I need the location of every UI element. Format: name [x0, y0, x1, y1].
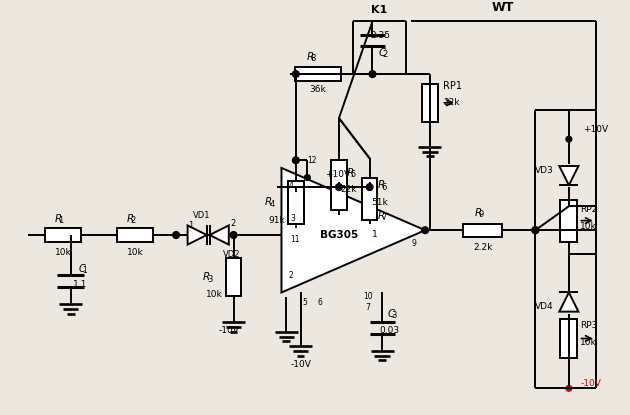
Text: 5: 5: [350, 170, 356, 179]
Text: +10V: +10V: [583, 125, 609, 134]
Text: R: R: [475, 208, 482, 218]
Text: 6: 6: [318, 298, 322, 307]
Circle shape: [292, 157, 299, 164]
Circle shape: [369, 71, 376, 78]
Text: 36k: 36k: [309, 85, 326, 94]
Text: R: R: [346, 168, 354, 178]
Text: 9: 9: [479, 210, 484, 220]
Bar: [45, 228, 81, 242]
Text: 2: 2: [230, 219, 235, 228]
Text: R: R: [306, 52, 314, 62]
Text: 6: 6: [381, 183, 387, 192]
Bar: [560, 319, 578, 358]
Text: 3: 3: [290, 214, 295, 223]
Text: 9: 9: [411, 239, 416, 248]
Text: 10k: 10k: [206, 290, 223, 299]
Circle shape: [173, 232, 180, 238]
Circle shape: [366, 184, 373, 190]
Polygon shape: [559, 293, 578, 312]
Bar: [464, 224, 502, 237]
Text: 3: 3: [207, 275, 212, 283]
Circle shape: [566, 137, 572, 142]
Text: 1: 1: [188, 221, 193, 230]
Text: 8: 8: [311, 54, 316, 63]
Text: 10: 10: [363, 292, 372, 301]
Text: R: R: [265, 198, 272, 208]
Text: 2: 2: [289, 271, 294, 280]
Circle shape: [230, 232, 237, 238]
Circle shape: [566, 386, 572, 391]
Text: 10k: 10k: [580, 222, 597, 231]
Circle shape: [532, 227, 539, 234]
Text: +10V: +10V: [324, 170, 350, 179]
Text: -10V: -10V: [580, 379, 601, 388]
Text: 4: 4: [269, 200, 275, 209]
Text: 10k: 10k: [580, 338, 597, 347]
Text: 91k: 91k: [268, 216, 285, 225]
Text: 12: 12: [307, 156, 317, 165]
Text: 4: 4: [289, 181, 294, 190]
Text: 7: 7: [365, 303, 370, 312]
Text: VD1: VD1: [193, 211, 211, 220]
Text: 51k: 51k: [371, 198, 387, 207]
Text: 5: 5: [302, 298, 307, 307]
Bar: [288, 181, 304, 224]
Text: 22k: 22k: [444, 98, 460, 107]
Text: 2: 2: [382, 50, 387, 59]
Text: R: R: [377, 180, 384, 190]
Bar: [362, 178, 377, 220]
Circle shape: [422, 227, 428, 234]
Text: C: C: [378, 48, 386, 58]
Text: 11: 11: [290, 235, 300, 244]
Text: 10k: 10k: [55, 248, 71, 257]
Text: 2.35: 2.35: [370, 31, 390, 40]
Bar: [560, 200, 578, 242]
Text: -10V: -10V: [290, 360, 311, 369]
Text: 3: 3: [392, 311, 397, 320]
Text: R: R: [377, 211, 384, 221]
Bar: [422, 84, 438, 122]
Text: R: R: [126, 214, 134, 224]
Text: R: R: [203, 272, 210, 282]
Circle shape: [336, 184, 342, 190]
Text: BG305: BG305: [320, 230, 358, 240]
Text: VD3: VD3: [536, 166, 554, 175]
Text: 22k: 22k: [340, 186, 357, 195]
Text: K1: K1: [371, 5, 387, 15]
Bar: [331, 160, 346, 210]
Polygon shape: [210, 225, 229, 244]
Text: RP1: RP1: [444, 81, 462, 90]
Text: C: C: [388, 308, 395, 319]
Polygon shape: [559, 166, 578, 185]
Text: 10k: 10k: [127, 248, 143, 257]
Bar: [226, 258, 241, 296]
Text: RP2: RP2: [580, 205, 598, 214]
Circle shape: [304, 175, 310, 181]
Text: WT: WT: [491, 2, 514, 15]
Text: R: R: [54, 214, 62, 224]
Text: -10V: -10V: [219, 326, 239, 335]
Text: RP3: RP3: [580, 320, 598, 330]
Text: 2.2k: 2.2k: [473, 243, 492, 252]
Circle shape: [292, 71, 299, 78]
Text: VD4: VD4: [536, 303, 554, 311]
Polygon shape: [282, 168, 425, 293]
Text: 1.1: 1.1: [73, 280, 88, 289]
Text: 2: 2: [130, 216, 135, 225]
Text: VD2: VD2: [223, 250, 241, 259]
Text: 1: 1: [59, 216, 64, 225]
Text: 1: 1: [82, 266, 87, 275]
Circle shape: [532, 227, 539, 234]
Bar: [295, 67, 341, 81]
Text: 0.03: 0.03: [380, 326, 400, 335]
Text: 1: 1: [372, 230, 377, 239]
Bar: [117, 228, 153, 242]
Polygon shape: [188, 225, 207, 244]
Text: 7: 7: [381, 213, 387, 222]
Text: C: C: [78, 264, 85, 273]
